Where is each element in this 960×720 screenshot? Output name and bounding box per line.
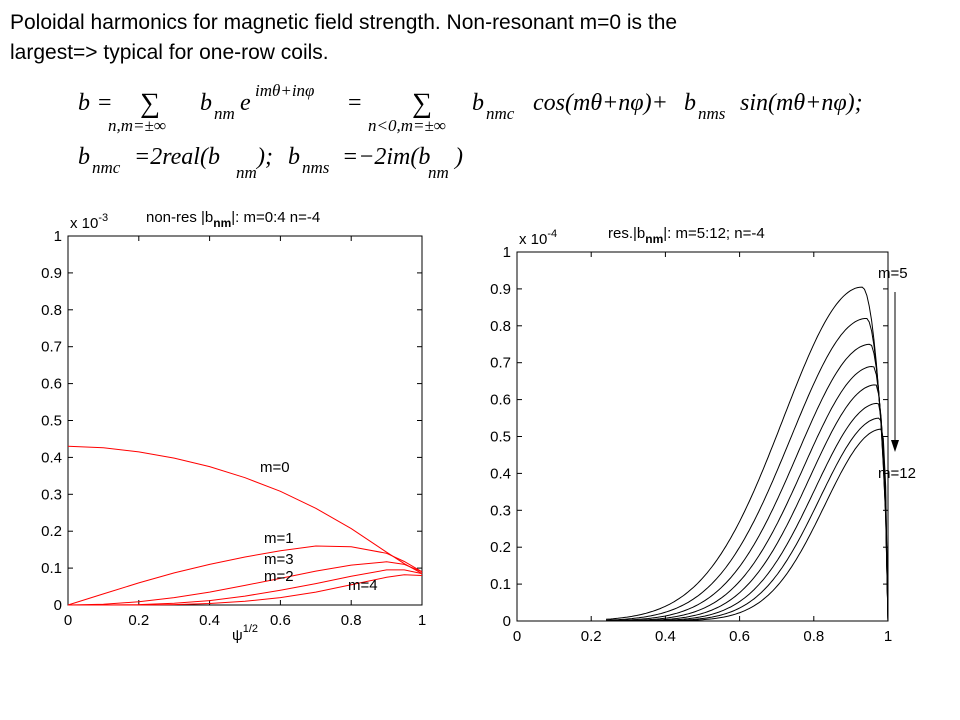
eq2-b-rhs: =−2im(b xyxy=(342,144,430,170)
right-series-line-m6 xyxy=(605,318,889,622)
right-xtick-label: 0.2 xyxy=(581,628,602,645)
caption-line-2: largest=> typical for one-row coils. xyxy=(10,41,329,64)
left-annotation-m=2: m=2 xyxy=(264,568,294,585)
right-annotation-m12: m=12 xyxy=(878,465,916,482)
term1-sub: nm xyxy=(214,104,235,123)
left-ytick-label: 0 xyxy=(54,597,62,614)
right-scale-label: x 10-4 xyxy=(519,228,557,248)
left-annotation-m=0: m=0 xyxy=(260,459,290,476)
eq-equals-1: = xyxy=(98,90,112,116)
left-xtick-label: 0.8 xyxy=(341,612,362,629)
left-ytick-label: 0.3 xyxy=(41,486,62,503)
left-series-line-m=2 xyxy=(67,561,423,606)
eq2-b-sub2: nm xyxy=(428,163,449,182)
equations: b = ∑ n,m=±∞ b nm e imθ+inφ = ∑ n<0,m=±∞… xyxy=(78,81,863,182)
right-series-line-m12 xyxy=(606,428,889,622)
right-plot-frame xyxy=(516,251,889,622)
left-series-line-m=1 xyxy=(67,545,423,606)
right-ytick-label: 1 xyxy=(503,244,511,261)
left-ytick-label: 1 xyxy=(54,228,62,245)
sin-part: sin(mθ+nφ); xyxy=(740,90,863,116)
sum-1-subscript: n,m=±∞ xyxy=(108,116,166,135)
sum-2-subscript: n<0,m=±∞ xyxy=(368,116,446,135)
right-series-line-m5 xyxy=(605,286,889,622)
right-series-line-m10 xyxy=(606,402,889,622)
right-annotation-m5: m=5 xyxy=(878,265,908,282)
right-xtick-label: 0.4 xyxy=(655,628,676,645)
right-ytick-label: 0.4 xyxy=(490,465,511,482)
left-annotation-m=3: m=3 xyxy=(264,551,294,568)
bnmc: b xyxy=(472,90,484,116)
right-ytick-label: 0.7 xyxy=(490,355,511,372)
right-xtick-label: 1 xyxy=(884,628,892,645)
eq2-b-lhs: b xyxy=(288,144,300,170)
left-xtick-label: 0.4 xyxy=(199,612,220,629)
eq2-a-end: ); xyxy=(255,144,273,170)
left-ytick-label: 0.6 xyxy=(41,376,62,393)
left-ytick-label: 0.9 xyxy=(41,265,62,282)
right-ytick-label: 0.2 xyxy=(490,539,511,556)
eq-b: b xyxy=(78,90,90,116)
cos-part: cos(mθ+nφ)+ xyxy=(533,90,668,116)
left-series-line-m=4 xyxy=(68,574,423,606)
right-ytick-label: 0.6 xyxy=(490,392,511,409)
right-ytick-label: 0.9 xyxy=(490,281,511,298)
caption: Poloidal harmonics for magnetic field st… xyxy=(10,8,950,68)
eq-equals-2: = xyxy=(348,90,362,116)
eq2-b-sub: nms xyxy=(302,158,330,177)
right-chart-title: res.|bnm|: m=5:12; n=-4 xyxy=(608,225,765,246)
right-series-line-m8 xyxy=(605,365,889,622)
right-xtick-label: 0 xyxy=(513,628,521,645)
left-ytick-label: 0.7 xyxy=(41,339,62,356)
sum-symbol-2: ∑ xyxy=(412,88,432,119)
eq2-a-sub: nmc xyxy=(92,158,121,177)
left-ytick-label: 0.4 xyxy=(41,449,62,466)
right-xtick-label: 0.6 xyxy=(729,628,750,645)
right-xtick-label: 0.8 xyxy=(803,628,824,645)
left-xtick-label: 0.2 xyxy=(128,612,149,629)
right-ytick-label: 0.1 xyxy=(490,576,511,593)
term1-b: b xyxy=(200,90,212,116)
right-arrow-head xyxy=(891,440,899,452)
left-xtick-label: 0 xyxy=(64,612,72,629)
left-annotation-m=4: m=4 xyxy=(348,577,378,594)
right-ytick-label: 0.8 xyxy=(490,318,511,335)
bnms: b xyxy=(684,90,696,116)
right-ytick-label: 0 xyxy=(503,613,511,630)
right-ytick-label: 0.3 xyxy=(490,502,511,519)
left-annotation-m=1: m=1 xyxy=(264,530,294,547)
left-ytick-label: 0.8 xyxy=(41,302,62,319)
left-ytick-label: 0.1 xyxy=(41,560,62,577)
right-ytick-label: 0.5 xyxy=(490,429,511,446)
right-series-line-m9 xyxy=(606,384,889,622)
left-chart-title: non-res |bnm|: m=0:4 n=-4 xyxy=(146,209,320,230)
caption-line-1: Poloidal harmonics for magnetic field st… xyxy=(10,11,678,34)
left-xtick-label: 0.6 xyxy=(270,612,291,629)
eq2-b-end: ) xyxy=(453,144,463,170)
left-ytick-label: 0.2 xyxy=(41,523,62,540)
sum-symbol-1: ∑ xyxy=(140,88,160,119)
term1-exp: e xyxy=(240,90,251,116)
left-ytick-label: 0.5 xyxy=(41,413,62,430)
right-series-line-m7 xyxy=(606,343,889,622)
eq2-a-lhs: b xyxy=(78,144,90,170)
eq2-a-sub2: nm xyxy=(236,163,257,182)
bnmc-sub: nmc xyxy=(486,104,515,123)
left-xtick-label: 1 xyxy=(418,612,426,629)
term1-sup: imθ+inφ xyxy=(255,81,314,100)
right-series-line-m11 xyxy=(606,417,889,622)
eq2-a-rhs: =2real(b xyxy=(134,144,220,170)
bnms-sub: nms xyxy=(698,104,726,123)
